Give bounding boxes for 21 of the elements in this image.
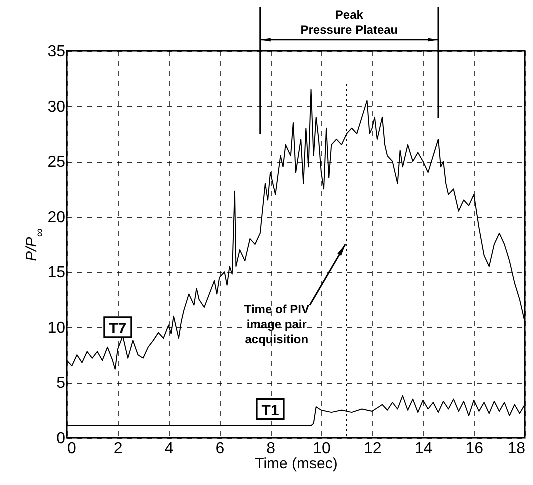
y-tick-label: 35 — [48, 44, 66, 60]
x-tick-label: 2 — [114, 440, 123, 458]
y-tick-label: 30 — [48, 98, 66, 116]
x-tick-label: 6 — [216, 440, 225, 458]
x-tick-label: 0 — [68, 440, 76, 458]
y-tick-label: 5 — [56, 375, 66, 392]
x-tick-label: 14 — [414, 440, 433, 458]
x-tick-label: 4 — [164, 440, 174, 458]
x-tick-label: 10 — [313, 440, 331, 458]
x-tick-label: 12 — [364, 440, 382, 458]
series-label: T1 — [262, 402, 280, 420]
x-axis-title: Time (msec) — [255, 456, 338, 472]
y-tick-label: 20 — [48, 209, 66, 226]
y-tick-label: 25 — [48, 154, 66, 172]
x-tick-label: 18 — [508, 440, 526, 458]
text: Peak Pressure Plateau — [300, 8, 398, 37]
x-tick-label: 8 — [266, 440, 276, 458]
y-tick-label: 10 — [48, 320, 66, 337]
series-label: T7 — [109, 320, 127, 338]
x-tick-label: 16 — [466, 440, 484, 458]
y-tick-label: 15 — [48, 264, 66, 282]
